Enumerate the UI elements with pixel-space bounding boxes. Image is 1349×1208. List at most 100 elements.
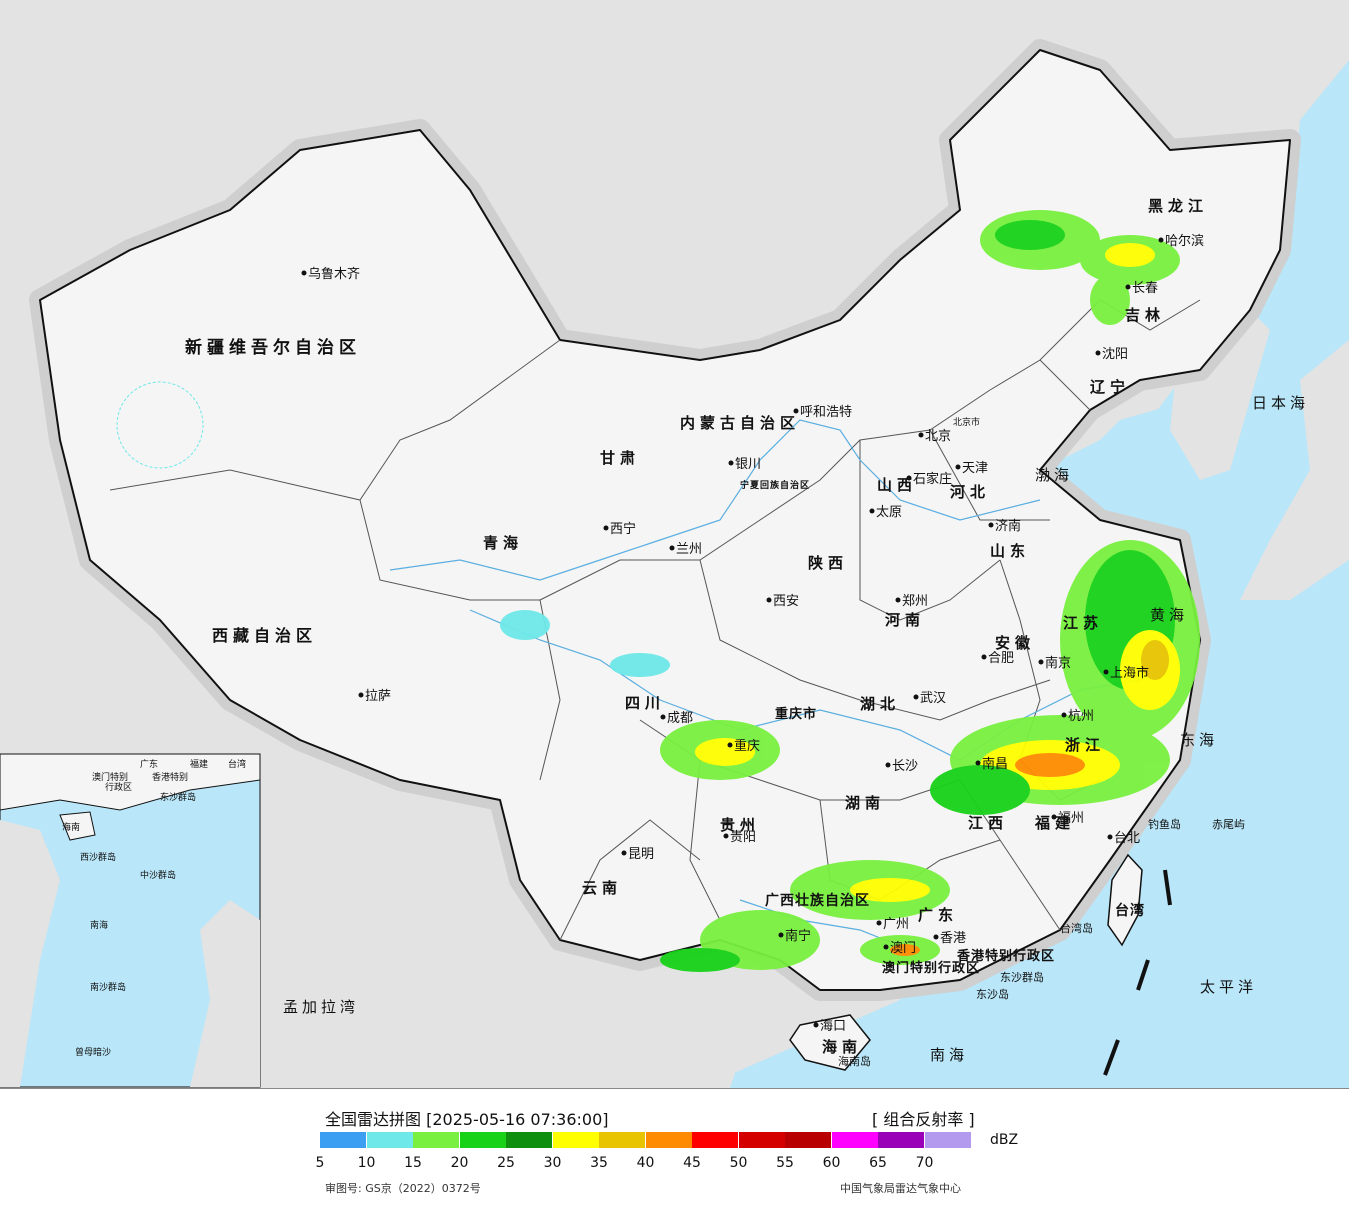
inset-label: 澳门特别 [92, 771, 128, 783]
legend-tick: 15 [404, 1155, 422, 1171]
city-label: 长沙 [892, 759, 918, 774]
legend-unit: dBZ [990, 1132, 1019, 1148]
region-label: 湖北 [860, 695, 900, 713]
legend-swatch [831, 1132, 878, 1148]
city-dot [621, 850, 627, 856]
city-label: 海口 [820, 1019, 846, 1034]
legend-swatch [506, 1132, 552, 1148]
city-label: 合肥 [988, 651, 1014, 666]
city-label: 太原 [876, 505, 902, 520]
sea-label: 东海 [1180, 731, 1218, 749]
inset-label: 南沙群岛 [90, 981, 126, 993]
city-label: 拉萨 [365, 689, 391, 704]
city-dot [913, 694, 919, 700]
city-label: 南昌 [982, 756, 1008, 772]
city-label: 西宁 [610, 521, 636, 537]
city-label: 石家庄 [913, 471, 952, 487]
inset-label: 海南 [62, 821, 80, 833]
legend-tick: 45 [683, 1155, 701, 1171]
city-dot [988, 522, 994, 528]
region-label: 香港特别行政区 [956, 948, 1055, 964]
city-label: 长春 [1132, 281, 1158, 296]
region-label: 浙江 [1065, 736, 1105, 754]
city-label: 台北 [1114, 831, 1140, 846]
city-dot [727, 742, 733, 748]
se-asia-land [380, 860, 760, 1088]
city-dot [1158, 237, 1164, 243]
taiwan-island [1107, 853, 1143, 947]
region-label: 新疆维吾尔自治区 [185, 337, 361, 358]
legend-swatch [366, 1132, 413, 1148]
city-dot [660, 714, 666, 720]
city-label: 西安 [773, 594, 799, 609]
city-dot [885, 762, 891, 768]
legend-tick: 70 [915, 1155, 934, 1171]
city-dot [955, 464, 961, 470]
city-dot [876, 920, 882, 926]
city-dot [793, 408, 799, 414]
sea-label: 黄海 [1150, 606, 1188, 624]
hainan-island [789, 1014, 871, 1071]
city-dot [1103, 669, 1109, 675]
city-dot [669, 545, 675, 551]
city-label: 天津 [962, 461, 988, 476]
legend-tick: 25 [497, 1155, 515, 1171]
legend-swatch [738, 1132, 785, 1148]
radar-legend: 全国雷达拼图 [2025-05-16 07:36:00] [ 组合反射率 ] 5… [0, 1088, 1349, 1208]
city-dot [895, 597, 901, 603]
city-dot [1125, 284, 1131, 290]
city-label: 银川 [735, 457, 761, 472]
region-label: 广东 [918, 906, 958, 924]
legend-tick: 10 [357, 1155, 376, 1171]
sea-label: 太平洋 [1200, 978, 1257, 996]
city-label: 广州 [883, 917, 909, 932]
legend-tick: 50 [729, 1155, 748, 1171]
city-dot [869, 508, 875, 514]
region-label: 辽宁 [1090, 378, 1130, 396]
region-label: 广西壮族自治区 [765, 892, 870, 909]
city-label: 南宁 [785, 928, 811, 944]
legend-tick: 20 [450, 1155, 469, 1171]
legend-swatch [924, 1132, 971, 1148]
region-label: 内蒙古自治区 [680, 414, 800, 432]
legend-tick: 55 [776, 1155, 794, 1171]
legend-product: [ 组合反射率 ] [872, 1110, 975, 1129]
city-dot [918, 432, 924, 438]
city-label: 兰州 [676, 542, 702, 557]
city-dot [603, 525, 609, 531]
city-dot [358, 692, 364, 698]
city-label: 澳门 [890, 940, 916, 956]
city-label: 北京 [925, 429, 951, 444]
city-label: 昆明 [628, 847, 654, 862]
region-label: 山东 [990, 542, 1030, 560]
city-dot [975, 760, 981, 766]
city-label: 香港 [940, 931, 966, 946]
city-label: 贵阳 [730, 830, 756, 845]
city-dot [883, 944, 889, 950]
legend-swatch [599, 1132, 645, 1148]
legend-swatch [320, 1132, 366, 1148]
inset-label: 香港特别 [152, 771, 188, 783]
city-label: 乌鲁木齐 [308, 266, 360, 282]
agency-name: 中国气象局雷达气象中心 [840, 1182, 961, 1195]
place-label: 东沙岛 [976, 987, 1009, 1001]
region-label: 安徽 [995, 634, 1035, 652]
city-label: 成都 [667, 711, 693, 726]
region-label: 河南 [885, 611, 925, 629]
region-label: 黑龙江 [1148, 197, 1208, 215]
legend-tick: 35 [590, 1155, 608, 1171]
region-label: 澳门特别行政区 [882, 960, 980, 976]
legend-tick: 30 [543, 1155, 562, 1171]
inset-label: 南海 [90, 919, 108, 931]
region-label: 陕西 [808, 554, 848, 572]
sea-label: 渤海 [1035, 466, 1073, 484]
city-dot [933, 934, 939, 940]
city-dot [1061, 712, 1067, 718]
korea-japan-land [1170, 300, 1349, 600]
region-label: 台湾 [1115, 902, 1145, 919]
city-dot [723, 833, 729, 839]
map-approval-number: 审图号: GS京（2022）0372号 [325, 1182, 481, 1195]
legend-tick: 5 [315, 1155, 325, 1171]
